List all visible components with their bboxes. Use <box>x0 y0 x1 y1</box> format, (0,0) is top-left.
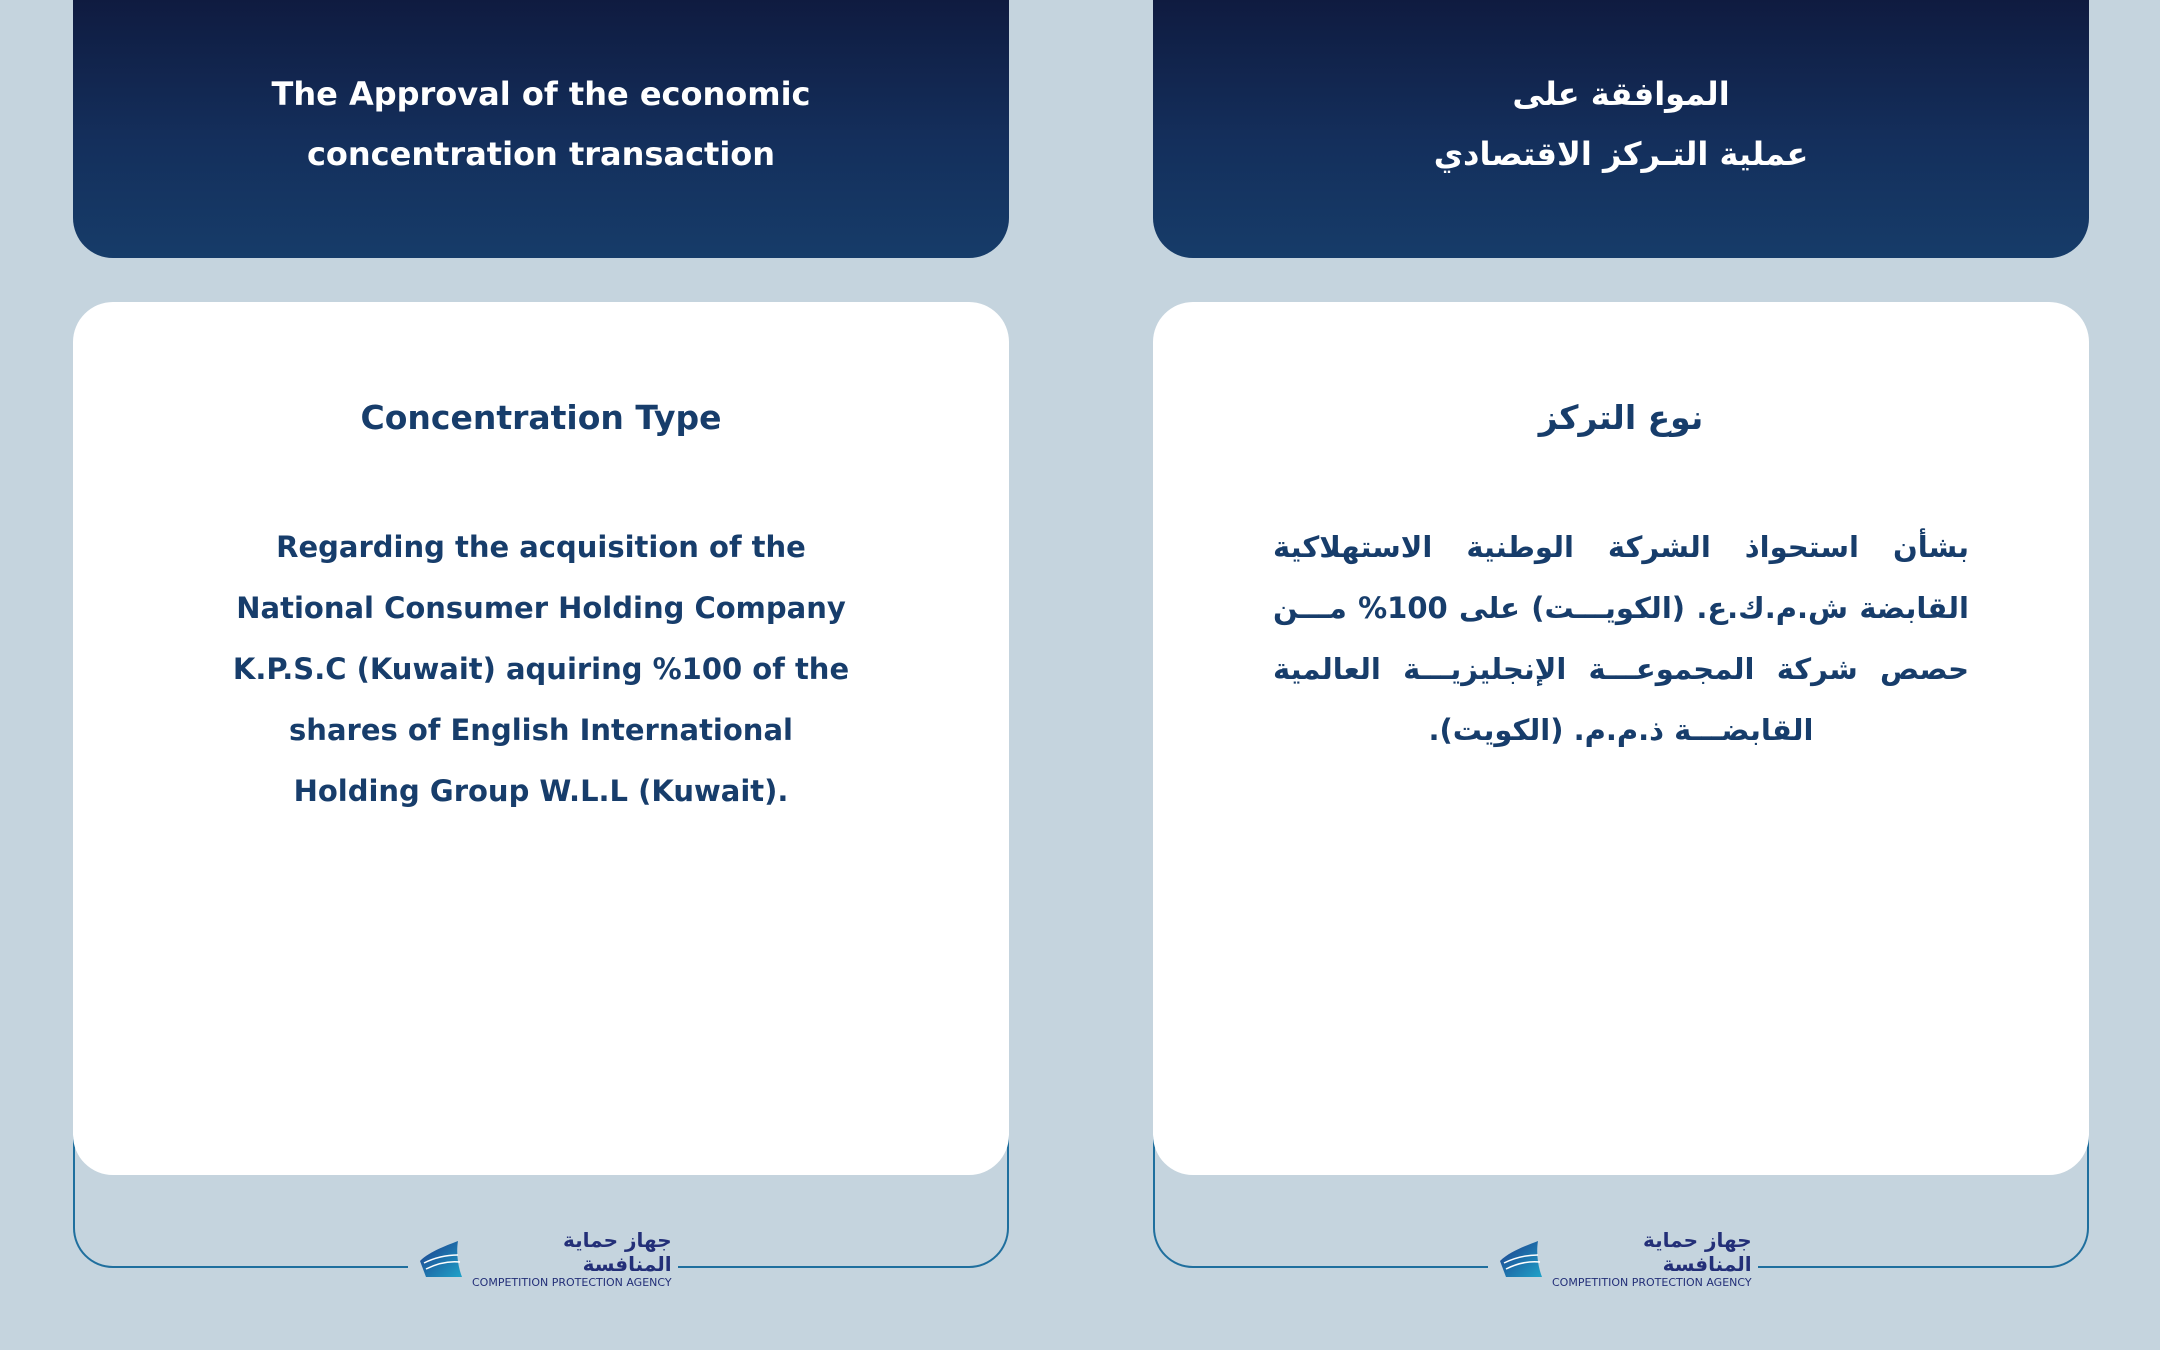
ship-sail-icon <box>420 1241 462 1277</box>
bottom-frame <box>73 1100 1009 1270</box>
logo-english: COMPETITION PROTECTION AGENCY <box>472 1276 672 1289</box>
arabic-card: نوع التركز بشأن استحواذ الشركة الوطنية ا… <box>1153 302 2089 1175</box>
section-body: Regarding the acquisition of the Nationa… <box>232 530 850 808</box>
section-body: بشأن استحواذ الشركة الوطنية الاستهلاكية … <box>1273 530 1969 747</box>
arabic-header: الموافقة على عملية التـركز الاقتصادي <box>1153 0 2089 258</box>
logo-arabic: جهاز حماية المنافسة <box>563 1228 672 1276</box>
section-title: Concentration Type <box>360 398 722 437</box>
english-panel: The Approval of the economic concentrati… <box>73 0 1009 1289</box>
header-line-2: عملية التـركز الاقتصادي <box>1433 135 1809 173</box>
agency-logo: جهاز حماية المنافسة COMPETITION PROTECTI… <box>1498 1228 1752 1289</box>
bottom-frame <box>1153 1100 2089 1270</box>
english-card: Concentration Type Regarding the acquisi… <box>73 302 1009 1175</box>
ship-sail-icon <box>1500 1241 1542 1277</box>
english-header: The Approval of the economic concentrati… <box>73 0 1009 258</box>
section-title: نوع التركز <box>1538 398 1704 437</box>
header-line-2: concentration transaction <box>306 135 776 173</box>
header-line-1: The Approval of the economic <box>271 75 811 113</box>
logo-arabic: جهاز حماية المنافسة <box>1643 1228 1752 1276</box>
agency-logo: جهاز حماية المنافسة COMPETITION PROTECTI… <box>418 1228 672 1289</box>
header-line-1: الموافقة على <box>1512 75 1730 113</box>
arabic-panel: الموافقة على عملية التـركز الاقتصادي نوع… <box>1153 0 2089 1289</box>
logo-english: COMPETITION PROTECTION AGENCY <box>1552 1276 1752 1289</box>
